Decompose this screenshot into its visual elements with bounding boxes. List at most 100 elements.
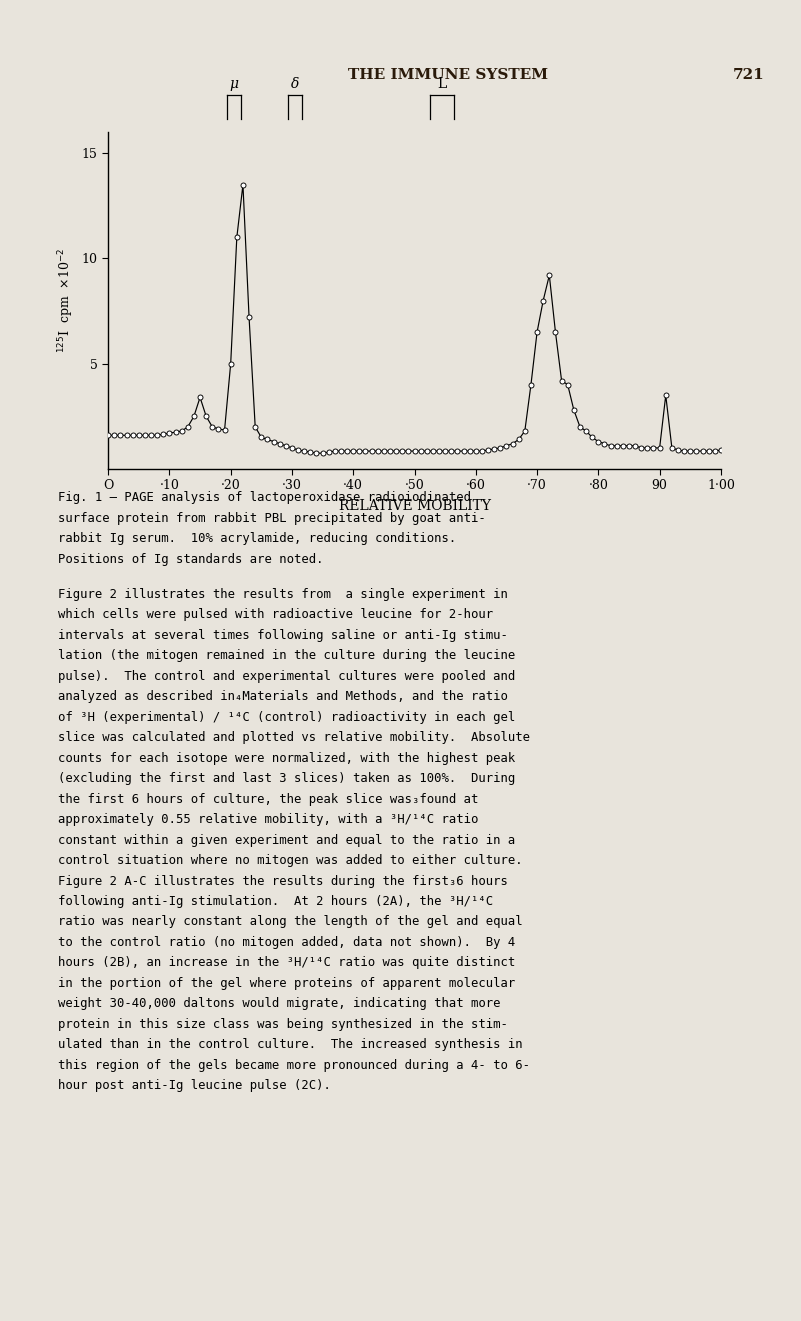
Point [236, 174, 249, 196]
Point [218, 420, 231, 441]
Point [562, 374, 574, 395]
Point [506, 433, 519, 454]
Point [647, 437, 660, 458]
Point [347, 440, 360, 461]
Text: pulse).  The control and experimental cultures were pooled and: pulse). The control and experimental cul… [58, 670, 515, 683]
Point [163, 423, 176, 444]
Point [543, 264, 556, 285]
Text: rabbit Ig serum.  10% acrylamide, reducing conditions.: rabbit Ig serum. 10% acrylamide, reducin… [58, 532, 456, 546]
Text: Figure 2 A-C illustrates the results during the first₃6 hours: Figure 2 A-C illustrates the results dur… [58, 875, 508, 888]
Point [181, 416, 194, 437]
Point [408, 440, 421, 461]
Point [292, 440, 304, 461]
Point [574, 416, 586, 437]
Point [231, 227, 244, 248]
Text: the first 6 hours of culture, the peak slice was₃found at: the first 6 hours of culture, the peak s… [58, 793, 478, 806]
X-axis label: RELATIVE MOBILITY: RELATIVE MOBILITY [339, 499, 490, 514]
Point [328, 440, 341, 461]
Point [187, 406, 200, 427]
Text: intervals at several times following saline or anti-Ig stimu-: intervals at several times following sal… [58, 629, 508, 642]
Point [500, 435, 513, 456]
Point [654, 437, 666, 458]
Point [629, 435, 642, 456]
Text: weight 30-40,000 daltons would migrate, indicating that more: weight 30-40,000 daltons would migrate, … [58, 997, 500, 1011]
Point [108, 424, 121, 445]
Point [132, 424, 145, 445]
Text: ulated than in the control culture.  The increased synthesis in: ulated than in the control culture. The … [58, 1038, 522, 1052]
Point [678, 440, 690, 461]
Y-axis label: $^{125}$I  cpm  $\times$10$^{-2}$: $^{125}$I cpm $\times$10$^{-2}$ [57, 248, 76, 353]
Text: in the portion of the gel where proteins of apparent molecular: in the portion of the gel where proteins… [58, 976, 515, 989]
Point [127, 424, 139, 445]
Point [451, 440, 464, 461]
Point [396, 440, 409, 461]
Point [249, 416, 262, 437]
Text: this region of the gels became more pronounced during a 4- to 6-: this region of the gels became more pron… [58, 1059, 529, 1071]
Point [414, 440, 427, 461]
Text: THE IMMUNE SYSTEM: THE IMMUNE SYSTEM [348, 69, 549, 82]
Point [224, 353, 237, 374]
Point [304, 441, 316, 462]
Point [481, 440, 494, 461]
Point [145, 424, 158, 445]
Point [298, 440, 311, 461]
Point [120, 424, 133, 445]
Text: Fig. 1 – PAGE analysis of lactoperoxidase radioiodinated: Fig. 1 – PAGE analysis of lactoperoxidas… [58, 491, 471, 505]
Point [322, 441, 335, 462]
Text: (excluding the first and last 3 slices) taken as 100%.  During: (excluding the first and last 3 slices) … [58, 771, 515, 785]
Point [194, 387, 207, 408]
Point [525, 374, 537, 395]
Point [310, 443, 323, 464]
Point [285, 437, 298, 458]
Point [175, 420, 188, 441]
Text: ratio was nearly constant along the length of the gel and equal: ratio was nearly constant along the leng… [58, 915, 522, 929]
Point [102, 424, 115, 445]
Point [696, 440, 709, 461]
Text: slice was calculated and plotted vs relative mobility.  Absolute: slice was calculated and plotted vs rela… [58, 731, 529, 744]
Point [377, 440, 390, 461]
Text: L: L [437, 77, 447, 91]
Point [261, 429, 274, 450]
Point [243, 306, 256, 328]
Point [273, 433, 286, 454]
Point [537, 289, 549, 310]
Point [488, 439, 501, 460]
Point [157, 424, 170, 445]
Point [622, 435, 635, 456]
Point [708, 440, 721, 461]
Point [494, 437, 507, 458]
Text: 721: 721 [733, 69, 765, 82]
Text: to the control ratio (no mitogen added, data not shown).  By 4: to the control ratio (no mitogen added, … [58, 935, 515, 948]
Point [666, 437, 678, 458]
Point [402, 440, 415, 461]
Text: constant within a given experiment and equal to the ratio in a: constant within a given experiment and e… [58, 834, 515, 847]
Text: approximately 0.55 relative mobility, with a ³H/¹⁴C ratio: approximately 0.55 relative mobility, wi… [58, 812, 478, 826]
Point [641, 437, 654, 458]
Point [617, 435, 630, 456]
Point [549, 321, 562, 342]
Text: of ³H (experimental) / ¹⁴C (control) radioactivity in each gel: of ³H (experimental) / ¹⁴C (control) rad… [58, 711, 515, 724]
Point [316, 443, 329, 464]
Point [463, 440, 476, 461]
Text: Positions of Ig standards are noted.: Positions of Ig standards are noted. [58, 552, 323, 565]
Point [702, 440, 715, 461]
Point [555, 370, 568, 391]
Text: protein in this size class was being synthesized in the stim-: protein in this size class was being syn… [58, 1017, 508, 1030]
Point [151, 424, 163, 445]
Point [714, 440, 727, 461]
Point [114, 424, 127, 445]
Point [513, 429, 525, 450]
Point [445, 440, 457, 461]
Point [469, 440, 482, 461]
Text: analyzed as described in₄Materials and Methods, and the ratio: analyzed as described in₄Materials and M… [58, 690, 508, 703]
Point [439, 440, 452, 461]
Point [684, 440, 697, 461]
Point [359, 440, 372, 461]
Text: which cells were pulsed with radioactive leucine for 2-hour: which cells were pulsed with radioactive… [58, 608, 493, 621]
Point [206, 416, 219, 437]
Point [690, 440, 702, 461]
Text: hour post anti-Ig leucine pulse (2C).: hour post anti-Ig leucine pulse (2C). [58, 1079, 331, 1092]
Point [610, 435, 623, 456]
Point [457, 440, 470, 461]
Point [531, 321, 544, 342]
